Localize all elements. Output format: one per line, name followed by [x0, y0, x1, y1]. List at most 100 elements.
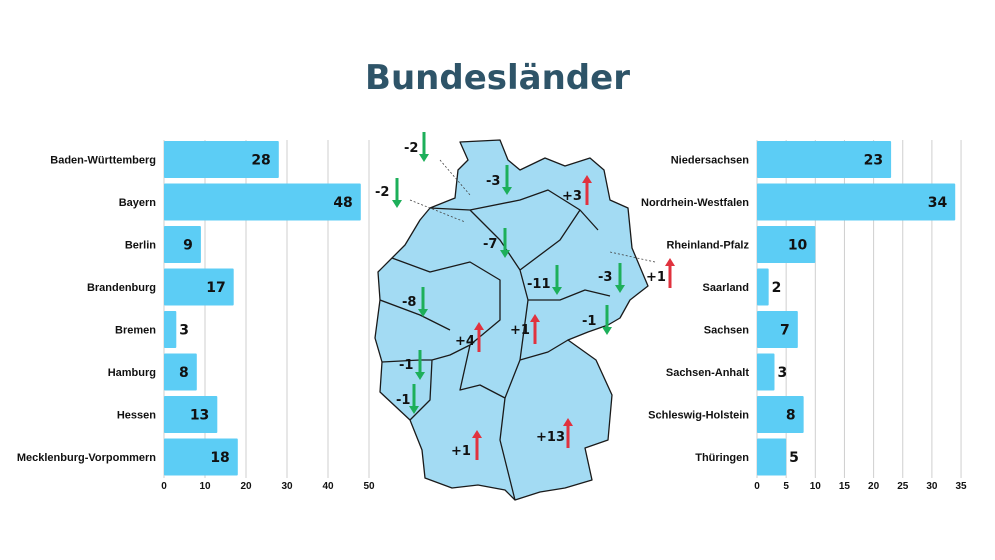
value-label: 7 [780, 323, 790, 339]
down-arrowhead-icon [392, 200, 402, 208]
change-label: -7 [483, 237, 497, 252]
down-arrowhead-icon [615, 285, 625, 293]
change-label: -1 [582, 314, 596, 329]
map-annotations: -2 -2 -3 +3 -7 +1 -3 -11 -8 -1 +4 +1 -1 -1 +1 +13 [375, 132, 675, 460]
category-label: Sachsen-Anhalt [666, 367, 749, 379]
category-label: Rheinland-Pfalz [666, 240, 749, 252]
bar [164, 268, 234, 306]
bar [164, 396, 218, 433]
down-arrowhead-icon [415, 372, 425, 380]
left-bar-chart: 0 10 20 30 40 50 Baden-Württemberg 28 Bayern 48 Be… [17, 140, 375, 492]
change-label: +1 [646, 270, 666, 285]
category-label: Sachsen [704, 325, 750, 337]
bar [164, 311, 177, 348]
bar [164, 438, 238, 476]
change-label: -2 [404, 141, 418, 156]
category-label: Mecklenburg-Vorpommern [17, 452, 156, 464]
value-label: 3 [179, 323, 189, 339]
x-tick-label: 30 [926, 481, 938, 492]
value-label: 10 [788, 238, 808, 254]
change-label: +1 [510, 323, 530, 338]
category-label: Niedersachsen [671, 155, 750, 167]
up-arrowhead-icon [582, 175, 592, 183]
bar [757, 268, 769, 306]
change-label: -11 [527, 277, 551, 292]
category-label: Baden-Württemberg [50, 155, 156, 167]
value-label: 8 [179, 365, 189, 381]
x-tick-label: 15 [839, 481, 851, 492]
value-label: 9 [183, 238, 193, 254]
change-label: -8 [402, 295, 416, 310]
category-label: Hamburg [108, 367, 156, 379]
x-tick-label: 20 [868, 481, 880, 492]
change-label: +13 [536, 430, 565, 445]
category-label: Saarland [703, 282, 749, 294]
value-label: 28 [251, 153, 270, 169]
bar [164, 183, 361, 221]
category-label: Thüringen [695, 452, 749, 464]
up-arrowhead-icon [665, 258, 675, 266]
change-label: +1 [451, 444, 471, 459]
x-tick-label: 50 [363, 481, 375, 492]
value-label: 3 [777, 365, 787, 381]
down-arrowhead-icon [602, 327, 612, 335]
change-label: -3 [598, 270, 612, 285]
value-label: 18 [210, 450, 229, 466]
x-tick-label: 25 [897, 481, 909, 492]
leader-line [409, 199, 466, 223]
down-arrowhead-icon [409, 406, 419, 414]
category-label: Nordrhein-Westfalen [641, 197, 749, 209]
x-tick-label: 0 [754, 481, 760, 492]
category-label: Bayern [119, 197, 157, 209]
x-tick-label: 5 [783, 481, 789, 492]
value-label: 34 [928, 195, 948, 211]
category-label: Schleswig-Holstein [648, 410, 749, 422]
change-label: +4 [455, 334, 475, 349]
value-label: 2 [772, 280, 782, 296]
down-arrowhead-icon [418, 309, 428, 317]
bar [757, 353, 775, 391]
bar [757, 311, 798, 348]
value-label: 5 [789, 450, 799, 466]
bar [757, 396, 804, 433]
category-label: Bremen [115, 325, 156, 337]
up-arrowhead-icon [474, 322, 484, 330]
change-label: -2 [375, 185, 389, 200]
x-tick-label: 10 [199, 481, 211, 492]
category-label: Brandenburg [87, 282, 156, 294]
change-label: -1 [396, 393, 410, 408]
value-label: 23 [864, 153, 883, 169]
change-label: +3 [562, 189, 582, 204]
bar [164, 353, 197, 391]
x-tick-label: 20 [240, 481, 252, 492]
down-arrowhead-icon [500, 250, 510, 258]
down-arrowhead-icon [502, 187, 512, 195]
value-label: 13 [190, 408, 209, 424]
x-tick-label: 35 [955, 481, 967, 492]
value-label: 17 [206, 280, 225, 296]
up-arrowhead-icon [530, 314, 540, 322]
bar [757, 226, 816, 263]
bar [757, 438, 787, 476]
down-arrowhead-icon [419, 154, 429, 162]
change-label: -1 [399, 358, 413, 373]
state-borders [379, 189, 611, 501]
chart-title: Bundesländer [365, 58, 630, 98]
up-arrowhead-icon [472, 430, 482, 438]
bar [757, 183, 956, 221]
bar [164, 141, 279, 178]
bar [757, 141, 892, 178]
down-arrowhead-icon [552, 287, 562, 295]
germany-map [374, 139, 649, 501]
x-tick-label: 40 [322, 481, 334, 492]
x-tick-label: 0 [161, 481, 167, 492]
x-tick-label: 10 [810, 481, 822, 492]
germany-outline [374, 139, 649, 501]
category-label: Berlin [125, 240, 156, 252]
value-label: 48 [333, 195, 352, 211]
bar [164, 226, 201, 263]
value-label: 8 [786, 408, 796, 424]
category-label: Hessen [117, 410, 156, 422]
